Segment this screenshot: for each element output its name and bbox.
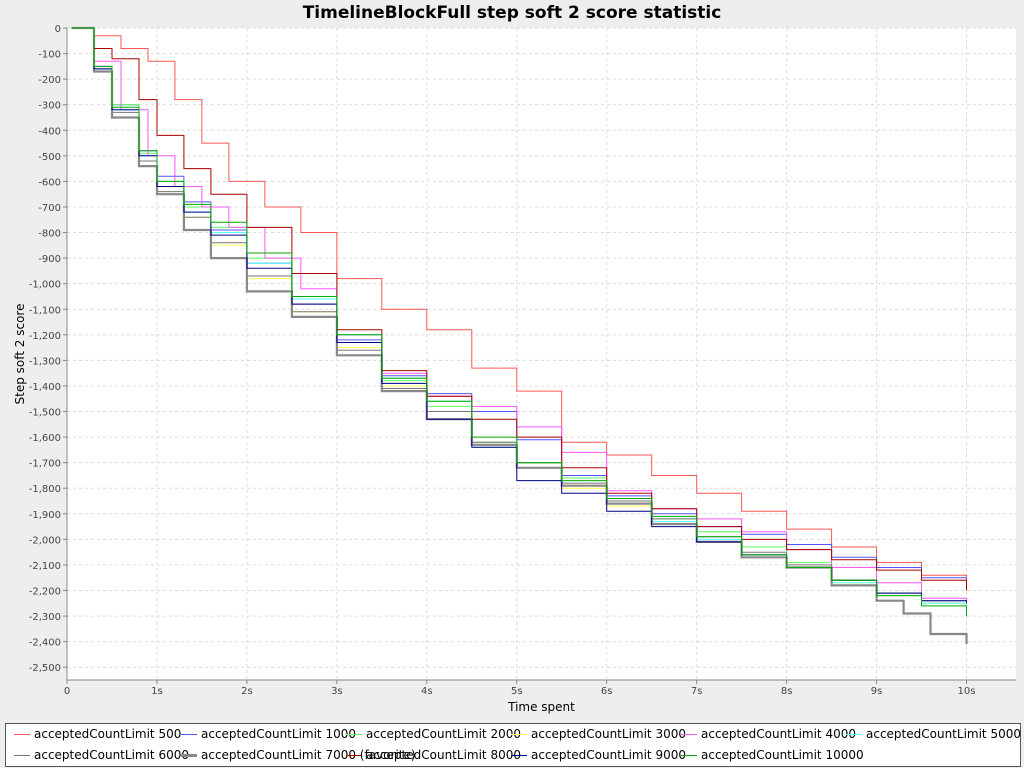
x-tick-label: 6s	[601, 686, 613, 697]
legend-swatch	[511, 733, 527, 735]
series-line-1	[71, 27, 967, 586]
y-tick-label: -2,100	[29, 561, 61, 572]
legend-label: acceptedCountLimit 7000 (favorite)	[201, 748, 416, 762]
y-axis-label: Step soft 2 score	[13, 304, 27, 405]
y-tick-label: -1,100	[29, 305, 61, 316]
legend-item: acceptedCountLimit 8000	[346, 748, 521, 762]
legend-label: acceptedCountLimit 8000	[366, 748, 521, 762]
y-tick-label: -2,500	[29, 663, 61, 674]
legend-swatch	[681, 754, 697, 756]
y-tick-label: -500	[38, 152, 61, 163]
legend-item: acceptedCountLimit 9000	[511, 748, 686, 762]
legend-swatch	[511, 754, 527, 756]
series-layer	[71, 26, 968, 645]
line-chart: 0 -100 -200 -300 -400 -500 -600 -700 -800 -900 -1,…	[13, 24, 1016, 714]
x-tick-label: 3s	[331, 686, 343, 697]
legend-label: acceptedCountLimit 500	[34, 727, 182, 741]
axes: 0 -100 -200 -300 -400 -500 -600 -700 -800 -900 -1,…	[29, 24, 1016, 697]
series-line-9	[71, 27, 967, 591]
y-tick-label: 0	[55, 24, 61, 35]
legend-label: acceptedCountLimit 2000	[366, 727, 521, 741]
legend-swatch	[346, 754, 362, 756]
x-axis-label: Time spent	[507, 700, 575, 714]
y-tick-label: -700	[38, 203, 61, 214]
y-tick-label: -100	[38, 50, 61, 61]
legend-label: acceptedCountLimit 1000	[201, 727, 356, 741]
x-tick-label: 2s	[241, 686, 253, 697]
legend-label: acceptedCountLimit 4000	[701, 727, 856, 741]
legend-swatch	[846, 733, 862, 735]
legend-item: acceptedCountLimit 7000 (favorite)	[181, 748, 416, 762]
legend-swatch	[14, 733, 30, 735]
x-tick-label: 9s	[871, 686, 883, 697]
chart-title: TimelineBlockFull step soft 2 score stat…	[302, 3, 722, 23]
y-tick-label: -600	[38, 177, 61, 188]
y-tick-label: -2,300	[29, 612, 61, 623]
y-tick-label: -400	[38, 126, 61, 137]
legend-item: acceptedCountLimit 6000	[14, 748, 189, 762]
legend-swatch	[181, 753, 197, 757]
y-tick-label: -1,600	[29, 433, 61, 444]
y-tick-label: -2,200	[29, 587, 61, 598]
y-tick-label: -2,000	[29, 535, 61, 546]
x-tick-label: 5s	[511, 686, 523, 697]
legend-item: acceptedCountLimit 1000	[181, 727, 356, 741]
y-tick-label: -1,500	[29, 408, 61, 419]
y-tick-label: -300	[38, 101, 61, 112]
legend-label: acceptedCountLimit 3000	[531, 727, 686, 741]
legend-label: acceptedCountLimit 6000	[34, 748, 189, 762]
x-tick-label: 4s	[421, 686, 433, 697]
legend-swatch	[346, 733, 362, 735]
legend-swatch	[181, 733, 197, 735]
x-tick-label: 8s	[781, 686, 793, 697]
legend-swatch	[681, 733, 697, 735]
y-tick-label: -800	[38, 229, 61, 240]
y-tick-label: -1,000	[29, 280, 61, 291]
y-tick-label: -1,800	[29, 484, 61, 495]
x-tick-label: 10s	[958, 686, 976, 697]
plot-area	[67, 28, 1016, 680]
legend-row: acceptedCountLimit 6000 acceptedCountLimi…	[6, 748, 1020, 766]
legend-item: acceptedCountLimit 500	[14, 727, 181, 741]
legend-item: acceptedCountLimit 3000	[511, 727, 686, 741]
y-tick-label: -1,200	[29, 331, 61, 342]
y-tick-label: -1,900	[29, 510, 61, 521]
x-tick-label: 1s	[151, 686, 163, 697]
legend-swatch	[14, 754, 30, 756]
x-tick-label: 0	[64, 686, 70, 697]
y-tick-label: -1,300	[29, 356, 61, 367]
series-line-11	[71, 27, 967, 617]
legend-label: acceptedCountLimit 9000	[531, 748, 686, 762]
x-tick-label: 7s	[691, 686, 703, 697]
legend: acceptedCountLimit 500 acceptedCountLimit…	[5, 723, 1021, 767]
y-tick-label: -900	[38, 254, 61, 265]
y-tick-label: -200	[38, 75, 61, 86]
y-tick-label: -1,400	[29, 382, 61, 393]
legend-label: acceptedCountLimit 5000	[866, 727, 1021, 741]
legend-item: acceptedCountLimit 10000	[681, 748, 864, 762]
legend-row: acceptedCountLimit 500 acceptedCountLimit…	[6, 727, 1021, 745]
legend-item: acceptedCountLimit 4000	[681, 727, 856, 741]
legend-label: acceptedCountLimit 10000	[701, 748, 864, 762]
y-tick-label: -2,400	[29, 638, 61, 649]
legend-item: acceptedCountLimit 5000	[846, 727, 1021, 741]
y-tick-label: -1,700	[29, 459, 61, 470]
legend-item: acceptedCountLimit 2000	[346, 727, 521, 741]
